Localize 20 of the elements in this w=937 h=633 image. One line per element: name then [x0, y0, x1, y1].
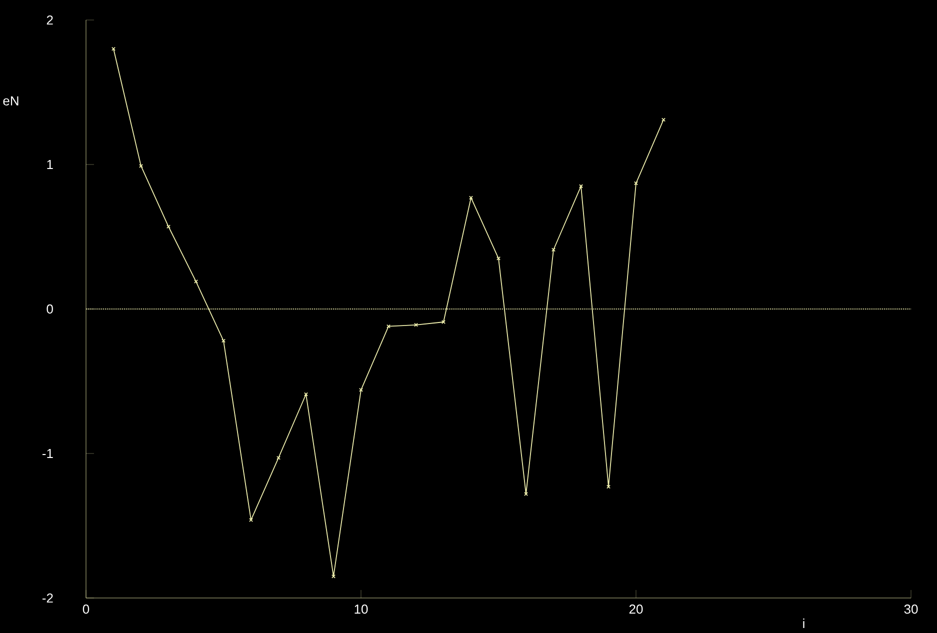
y-axis-title: eN — [3, 96, 18, 106]
point — [414, 322, 418, 327]
y-tick-label: -1 — [42, 449, 53, 458]
y-tick-label: -2 — [42, 593, 53, 603]
y-tick-label: 2 — [46, 15, 53, 25]
point — [442, 320, 446, 324]
point — [359, 388, 364, 392]
x-tick-label: 10 — [354, 604, 368, 614]
x-axis-title: i — [803, 618, 804, 628]
y-tick-label: 0 — [46, 304, 53, 314]
x-tick-label: 20 — [629, 604, 643, 614]
point — [524, 492, 528, 496]
point — [166, 224, 171, 229]
x-tick-label: 30 — [904, 604, 918, 614]
point — [249, 518, 254, 522]
point — [496, 256, 501, 260]
point — [139, 164, 144, 168]
point — [194, 280, 198, 284]
x-tick-label: 0 — [82, 604, 90, 614]
y-tick-label: 1 — [47, 160, 53, 169]
